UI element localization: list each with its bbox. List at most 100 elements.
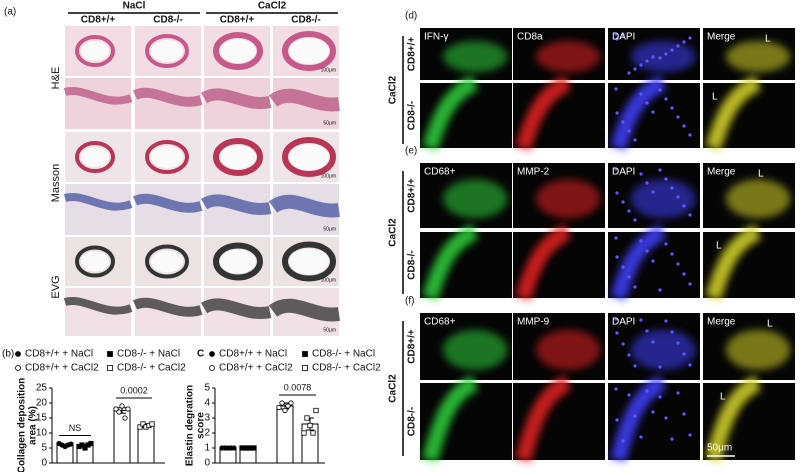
nucleus: [615, 191, 619, 195]
legend-marker: [209, 365, 215, 371]
nucleus: [670, 252, 674, 256]
vessel-wall: [75, 245, 115, 278]
lumen-label: L: [765, 34, 771, 45]
nucleus: [658, 56, 662, 60]
stain-blob: [443, 41, 508, 73]
nucleus: [688, 36, 692, 40]
scale-bar-label: 50μm: [707, 443, 732, 454]
nucleus: [633, 285, 637, 289]
vessel-lumen: [81, 147, 109, 167]
legend-label: CD8-/- + NaCl: [312, 349, 375, 360]
data-point: [116, 409, 122, 415]
vessel-lumen: [151, 146, 183, 168]
row-label: H&E: [50, 67, 62, 90]
nucleus: [627, 209, 631, 213]
stain: [422, 375, 479, 463]
bar: [137, 425, 155, 464]
column-header: CD8+/+: [81, 15, 116, 26]
vessel-layer: [200, 194, 272, 216]
scale-bar-label: 50μm: [323, 226, 336, 232]
nucleus: [639, 63, 643, 67]
channel-label: CD68+: [424, 167, 456, 178]
legend-marker: [107, 365, 113, 371]
vessel-wall: [145, 244, 189, 279]
stain: [443, 179, 508, 219]
vessel-layer: [63, 192, 133, 211]
legend-marker: [209, 351, 215, 357]
data-point: [251, 445, 257, 451]
legend-marker: [302, 365, 308, 371]
data-point: [119, 403, 125, 409]
stain: [631, 179, 696, 219]
nucleus: [658, 168, 662, 172]
nucleus: [639, 239, 643, 243]
legend-label: CD8-/- + NaCl: [117, 349, 180, 360]
vessel-layer: [268, 194, 341, 218]
nucleus: [627, 275, 631, 279]
lumen-label: L: [758, 169, 764, 180]
y-tick-label: 25: [36, 383, 48, 394]
channel-label: Merge: [707, 167, 736, 178]
vessel-layer: [268, 298, 341, 322]
vessel-lumen: [289, 144, 329, 170]
stain: [610, 224, 667, 301]
data-point: [276, 404, 282, 411]
nucleus: [670, 186, 674, 190]
stain-blob: [536, 41, 601, 73]
stain-band: [422, 75, 479, 151]
vessel-layer: [63, 296, 133, 315]
nucleus: [658, 288, 662, 292]
stain: [705, 75, 762, 151]
nucleus: [615, 111, 619, 115]
lumen-label: L: [716, 241, 722, 252]
nucleus: [639, 172, 643, 176]
panel-label: (e): [405, 146, 417, 157]
stain: [726, 179, 791, 219]
vessel-lumen: [81, 41, 109, 61]
nucleus: [633, 364, 637, 368]
legend-marker: [15, 351, 21, 357]
lumen-label: L: [767, 319, 773, 330]
nucleus: [664, 177, 668, 181]
row-label: CD8+/+: [407, 329, 418, 364]
channel-label: MMP-9: [517, 317, 550, 328]
data-point: [231, 445, 237, 451]
vessel-layer: [268, 88, 341, 112]
column-header: CD8-/-: [153, 15, 182, 26]
stain-blob: [726, 329, 791, 370]
vessel-lumen: [289, 38, 329, 64]
nucleus: [614, 87, 618, 91]
stain-band: [705, 224, 762, 301]
stain: [515, 224, 572, 301]
stain-band: [422, 375, 479, 463]
stain: [631, 329, 696, 370]
row-label: EVG: [50, 275, 62, 298]
nucleus: [645, 59, 649, 63]
panel-label: (d): [405, 11, 417, 22]
stain-band: [705, 375, 762, 463]
nucleus: [658, 365, 662, 369]
data-point: [140, 421, 146, 427]
nucleus: [651, 110, 655, 114]
data-point: [79, 442, 85, 448]
row-label: CD8-/-: [407, 250, 418, 279]
stain-band: [705, 75, 762, 151]
nucleus: [615, 37, 619, 41]
stain: [726, 329, 791, 370]
scale-bar-label: 100μm: [321, 173, 336, 179]
y-tick-label: 4: [204, 398, 210, 409]
vessel-wall: [145, 140, 189, 174]
stain: [705, 224, 762, 301]
nucleus: [651, 55, 655, 59]
nucleus: [651, 340, 655, 344]
column-header: CD8-/-: [291, 15, 320, 26]
legend-label: CD8-/- + CaCl2: [117, 363, 186, 374]
panel-label: (f): [405, 296, 414, 307]
nucleus: [676, 341, 680, 345]
legend-label: CD8+/+ + CaCl2: [25, 363, 99, 374]
stain: [536, 179, 601, 219]
vessel-lumen: [151, 40, 183, 62]
data-point: [113, 406, 119, 412]
nucleus: [651, 190, 655, 194]
nucleus: [615, 255, 619, 259]
